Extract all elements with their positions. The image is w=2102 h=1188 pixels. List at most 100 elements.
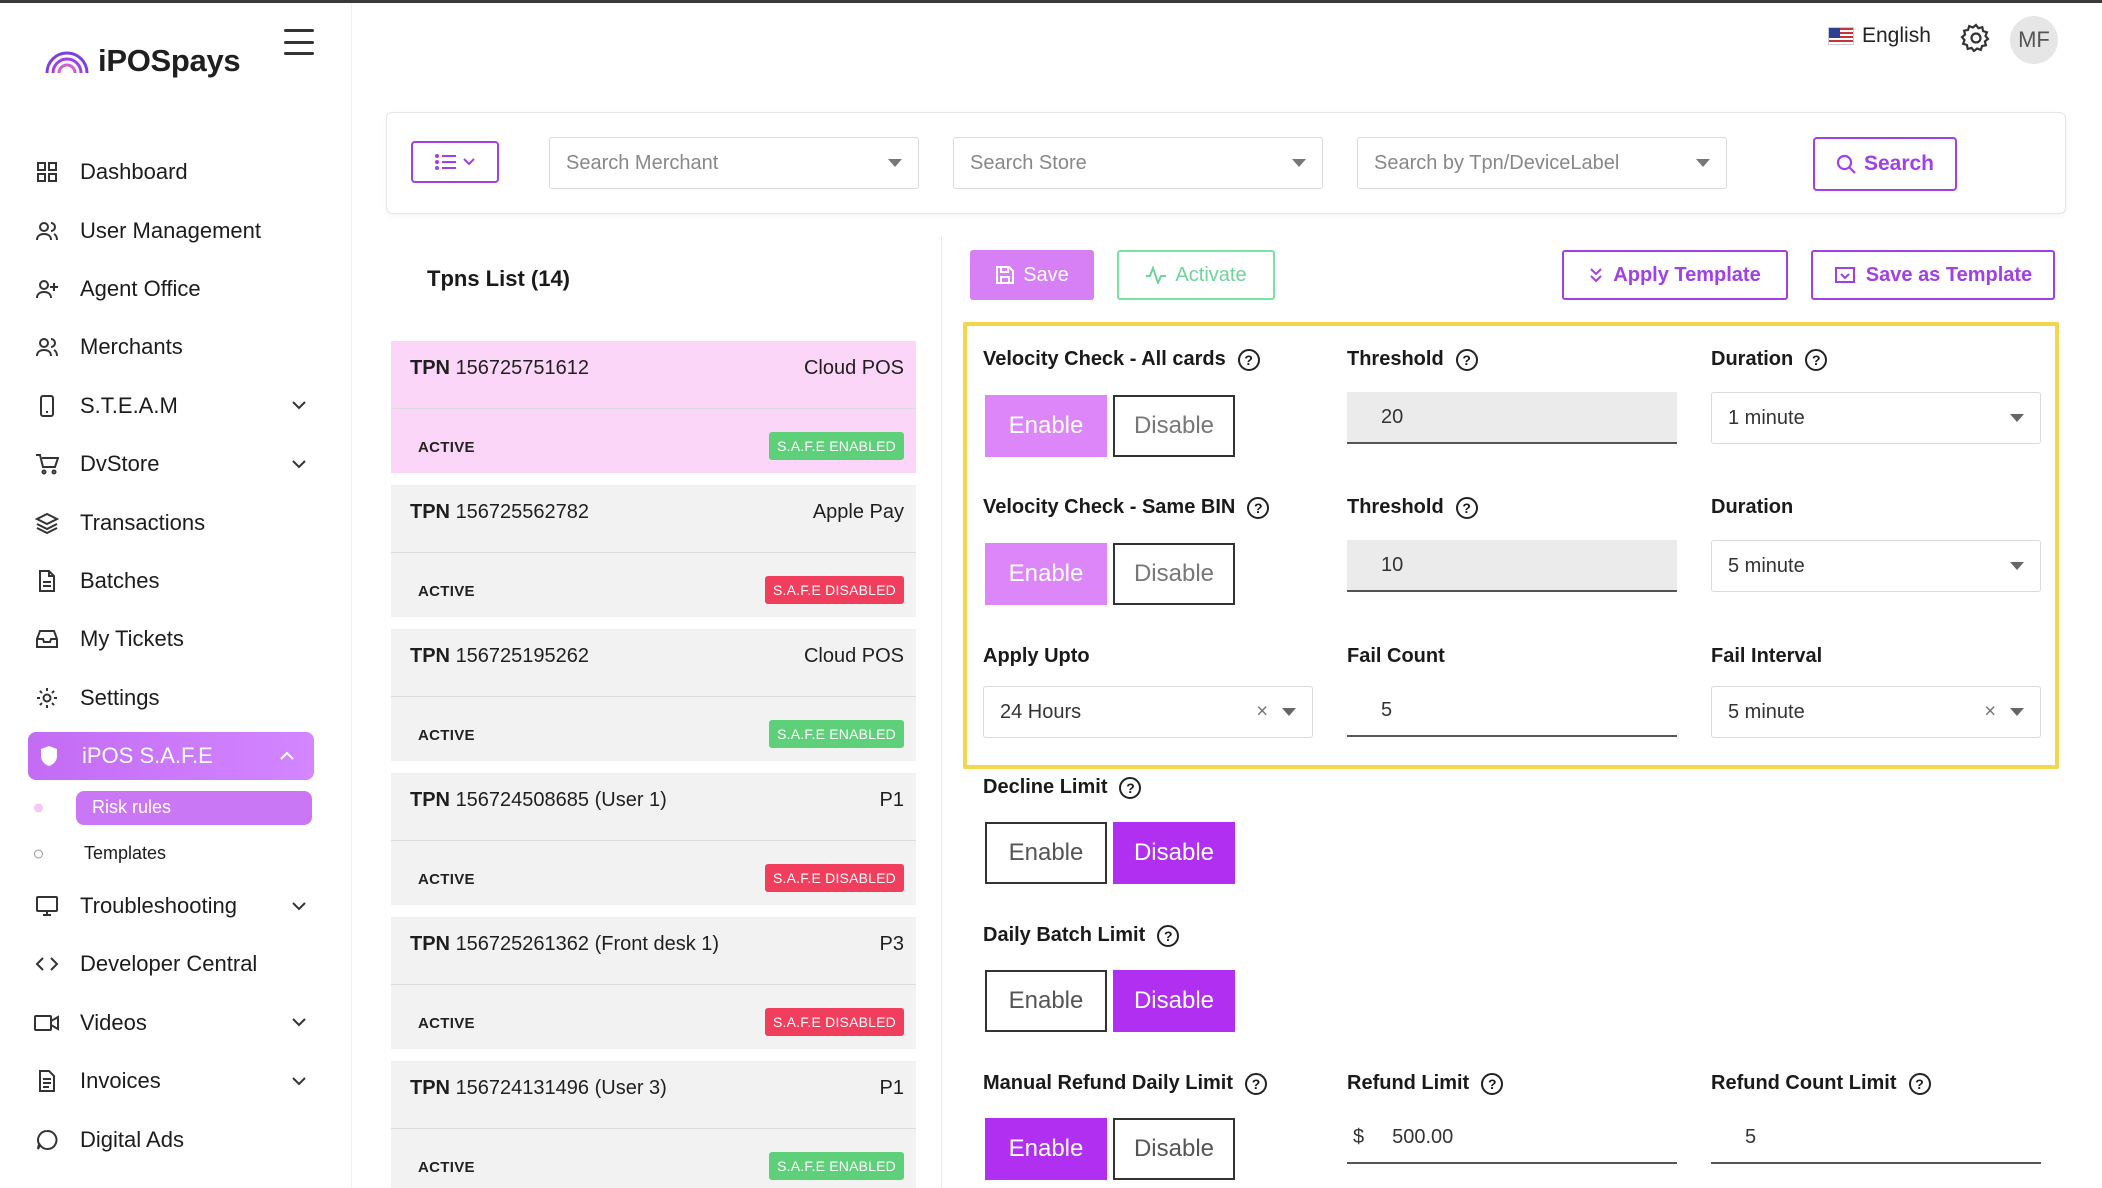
- chevron-down-icon[interactable]: [290, 1072, 308, 1090]
- disable-option[interactable]: Disable: [1113, 395, 1235, 457]
- tpn-type: Cloud POS: [803, 645, 904, 667]
- sidebar-item-label: User Management: [80, 217, 261, 243]
- sidebar-item-dvstore[interactable]: DvStore: [0, 435, 352, 493]
- help-icon[interactable]: ?: [1157, 924, 1180, 947]
- save-as-template-button[interactable]: Save as Template: [1811, 250, 2055, 300]
- sidebar-item-developer-central[interactable]: Developer Central: [0, 935, 352, 993]
- sidebar-item-dashboard[interactable]: Dashboard: [0, 143, 352, 201]
- apply-upto-value: 24 Hours: [1000, 700, 1082, 723]
- field-title: Fail Count: [1347, 645, 1445, 667]
- threshold-label: Threshold ?: [1347, 496, 1478, 519]
- chat-icon: [34, 1127, 60, 1153]
- chevron-down-icon[interactable]: [290, 897, 308, 915]
- sidebar-item-troubleshooting[interactable]: Troubleshooting: [0, 877, 352, 935]
- search-button[interactable]: Search: [1813, 137, 1957, 191]
- search-tpn-placeholder: Search by Tpn/DeviceLabel: [1374, 151, 1620, 174]
- sidebar-item-merchants[interactable]: Merchants: [0, 318, 352, 376]
- search-store-select[interactable]: Search Store: [953, 137, 1323, 189]
- activate-button-label: Activate: [1175, 263, 1247, 286]
- chevron-down-icon[interactable]: [290, 397, 308, 415]
- sidebar-item-label: My Tickets: [80, 626, 184, 652]
- enable-option[interactable]: Enable: [985, 543, 1107, 605]
- sidebar-item-my-tickets[interactable]: My Tickets: [0, 610, 352, 668]
- list-view-toggle-button[interactable]: [411, 141, 499, 183]
- caret-down-icon: [1696, 159, 1710, 167]
- help-icon[interactable]: ?: [1455, 348, 1478, 371]
- sidebar-item-label: Troubleshooting: [80, 893, 237, 919]
- search-tpn-select[interactable]: Search by Tpn/DeviceLabel: [1357, 137, 1727, 189]
- card-divider: [391, 696, 916, 697]
- disable-option[interactable]: Disable: [1113, 1118, 1235, 1180]
- disable-option[interactable]: Disable: [1113, 822, 1235, 884]
- daily-batch-toggle: Enable Disable: [985, 970, 1235, 1032]
- sidebar-item-agent-office[interactable]: Agent Office: [0, 260, 352, 318]
- sidebar-item-invoices[interactable]: Invoices: [0, 1052, 352, 1110]
- language-selector[interactable]: English: [1828, 24, 1931, 48]
- apply-template-button[interactable]: Apply Template: [1562, 250, 1788, 300]
- enable-option[interactable]: Enable: [985, 1118, 1107, 1180]
- apply-upto-select[interactable]: 24 Hours ×: [983, 686, 1313, 738]
- tpn-list-item[interactable]: TPN 156724131496 (User 3) P1 ACTIVE S.A.…: [391, 1061, 916, 1188]
- refund-count-input[interactable]: 5: [1711, 1112, 2041, 1164]
- sidebar-item-user-management[interactable]: User Management: [0, 201, 352, 259]
- fail-interval-select[interactable]: 5 minute ×: [1711, 686, 2041, 738]
- menu-toggle-icon[interactable]: [284, 29, 314, 55]
- sidebar-item-ipos-safe[interactable]: iPOS S.A.F.E: [28, 731, 314, 780]
- sidebar-item-batches[interactable]: Batches: [0, 552, 352, 610]
- help-icon[interactable]: ?: [1455, 496, 1478, 519]
- search-merchant-placeholder: Search Merchant: [566, 151, 719, 174]
- chevron-down-icon[interactable]: [290, 1014, 308, 1032]
- tpn-list-item[interactable]: TPN 156725261362 (Front desk 1) P3 ACTIV…: [391, 917, 916, 1049]
- tpn-name: TPN 156724508685 (User 1): [410, 789, 667, 812]
- sidebar-item-settings[interactable]: Settings: [0, 669, 352, 727]
- document-icon: [34, 1068, 60, 1094]
- help-icon[interactable]: ?: [1805, 348, 1828, 371]
- help-icon[interactable]: ?: [1247, 496, 1270, 519]
- save-button[interactable]: Save: [970, 250, 1094, 300]
- disable-option[interactable]: Disable: [1113, 543, 1235, 605]
- user-avatar[interactable]: MF: [2010, 16, 2058, 64]
- search-merchant-select[interactable]: Search Merchant: [549, 137, 919, 189]
- sidebar-item-digital-ads[interactable]: Digital Ads: [0, 1110, 352, 1168]
- refund-limit-input[interactable]: $ 500.00: [1347, 1112, 1677, 1164]
- safe-status-badge: S.A.F.E DISABLED: [764, 864, 904, 892]
- tpn-list-item[interactable]: TPN 156724508685 (User 1) P1 ACTIVE S.A.…: [391, 773, 916, 905]
- enable-option[interactable]: Enable: [985, 970, 1107, 1032]
- tpn-id: 156725562782: [455, 501, 590, 523]
- settings-gear-icon[interactable]: [1960, 22, 1992, 54]
- velocity-bin-label: Velocity Check - Same BIN ?: [983, 496, 1270, 519]
- chevron-up-icon[interactable]: [278, 747, 296, 765]
- sidebar-item-steam[interactable]: S.T.E.A.M: [0, 377, 352, 435]
- enable-option[interactable]: Enable: [985, 822, 1107, 884]
- sidebar-item-videos[interactable]: Videos: [0, 994, 352, 1052]
- tpn-prefix: TPN: [410, 501, 450, 523]
- help-icon[interactable]: ?: [1481, 1072, 1504, 1095]
- help-icon[interactable]: ?: [1119, 776, 1142, 799]
- activate-button[interactable]: Activate: [1117, 250, 1275, 300]
- brand-logo[interactable]: iPOSpays: [44, 43, 241, 79]
- help-icon[interactable]: ?: [1237, 348, 1260, 371]
- enable-option[interactable]: Enable: [985, 395, 1107, 457]
- sidebar-item-transactions[interactable]: Transactions: [0, 493, 352, 551]
- clear-icon[interactable]: ×: [1984, 700, 1996, 723]
- duration-select[interactable]: 5 minute: [1711, 540, 2041, 592]
- duration-select[interactable]: 1 minute: [1711, 392, 2041, 444]
- chevron-down-icon[interactable]: [290, 455, 308, 473]
- fail-count-input[interactable]: 5: [1347, 685, 1677, 737]
- double-chevron-down-icon: [1590, 268, 1602, 283]
- tpn-list-item[interactable]: TPN 156725562782 Apple Pay ACTIVE S.A.F.…: [391, 485, 916, 617]
- threshold-input[interactable]: 10: [1347, 540, 1677, 592]
- tpn-prefix: TPN: [410, 933, 450, 955]
- help-icon[interactable]: ?: [1908, 1072, 1931, 1095]
- sidebar-subitem-templates[interactable]: Templates: [0, 831, 352, 877]
- disable-option[interactable]: Disable: [1113, 970, 1235, 1032]
- velocity-bin-toggle: Enable Disable: [985, 543, 1235, 605]
- clear-icon[interactable]: ×: [1256, 700, 1268, 723]
- rule-title: Velocity Check - Same BIN: [983, 496, 1236, 518]
- threshold-input[interactable]: 20: [1347, 392, 1677, 444]
- help-icon[interactable]: ?: [1245, 1072, 1268, 1095]
- tpn-list-item[interactable]: TPN 156725195262 Cloud POS ACTIVE S.A.F.…: [391, 629, 916, 761]
- sidebar-subitem-risk-rules[interactable]: Risk rules: [0, 785, 352, 831]
- tpn-list-item[interactable]: TPN 156725751612 Cloud POS ACTIVE S.A.F.…: [391, 341, 916, 473]
- safe-status-badge: S.A.F.E ENABLED: [769, 1152, 904, 1180]
